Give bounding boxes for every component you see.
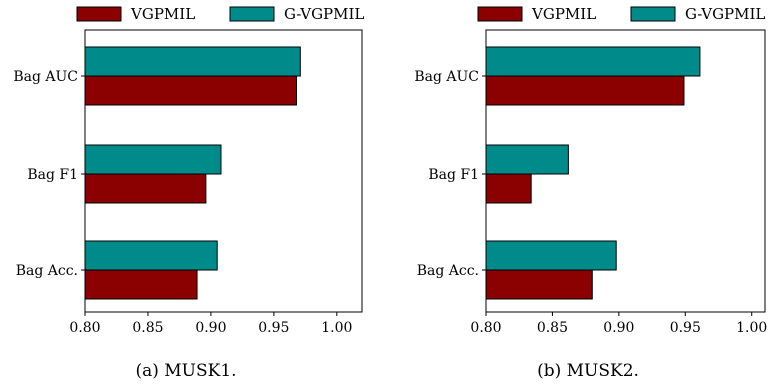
y-tick-label: Bag Acc.: [16, 263, 78, 279]
plot-frame: [485, 29, 766, 313]
panel-caption: (b) MUSK2.: [537, 361, 639, 381]
x-tick-label: 0.90: [603, 320, 634, 336]
legend-label-vgpmil: VGPMIL: [531, 5, 596, 23]
legend-label-g-vgpmil: G-VGPMIL: [685, 5, 765, 23]
x-tick-label: 0.95: [258, 320, 289, 336]
bar-g-vgpmil-bag-acc-: [84, 240, 218, 271]
legend-label-vgpmil: VGPMIL: [130, 5, 195, 23]
y-tick-label: Bag F1: [428, 167, 479, 183]
panel-caption: (a) MUSK1.: [135, 361, 236, 381]
chart-panel-1: Bag AUC Bag F1 Bag Acc. 0.80 0.85 0.90 0.95 1.0…: [13, 5, 364, 381]
legend-swatch-g-vgpmil: [630, 6, 676, 22]
legend-swatch-g-vgpmil: [229, 6, 275, 22]
y-tick-label: Bag F1: [27, 167, 78, 183]
x-tick-label: 0.80: [470, 320, 501, 336]
plot-frame: [84, 29, 363, 313]
y-tick-label: Bag AUC: [414, 69, 479, 85]
legend-label-g-vgpmil: G-VGPMIL: [284, 5, 364, 23]
legend: VGPMIL G-VGPMIL: [76, 5, 364, 23]
bar-vgpmil-bag-acc-: [485, 269, 593, 300]
legend-swatch-vgpmil: [76, 6, 122, 22]
bar-vgpmil-bag-auc: [84, 75, 298, 106]
y-tick-label: Bag AUC: [13, 69, 78, 85]
x-tick-label: 0.85: [537, 320, 568, 336]
bar-g-vgpmil-bag-f1: [485, 144, 569, 175]
bar-g-vgpmil-bag-f1: [84, 144, 222, 175]
bar-vgpmil-bag-f1: [84, 173, 207, 204]
x-tick-label: 0.90: [195, 320, 226, 336]
x-tick-label: 0.80: [69, 320, 100, 336]
x-tick-label: 0.85: [132, 320, 163, 336]
chart-panel-2: Bag AUC Bag F1 Bag Acc. 0.80 0.85 0.90 0.95 1.0…: [414, 5, 767, 381]
legend: VGPMIL G-VGPMIL: [477, 5, 765, 23]
legend-swatch-vgpmil: [477, 6, 523, 22]
y-tick-label: Bag Acc.: [417, 263, 479, 279]
bar-g-vgpmil-bag-acc-: [485, 240, 617, 271]
bar-g-vgpmil-bag-auc: [485, 46, 701, 77]
x-tick-label: 1.00: [321, 320, 352, 336]
bar-vgpmil-bag-acc-: [84, 269, 198, 300]
bar-vgpmil-bag-f1: [485, 173, 532, 204]
bar-g-vgpmil-bag-auc: [84, 46, 301, 77]
x-tick-label: 1.00: [736, 320, 767, 336]
bar-vgpmil-bag-auc: [485, 75, 685, 106]
x-tick-label: 0.95: [670, 320, 701, 336]
